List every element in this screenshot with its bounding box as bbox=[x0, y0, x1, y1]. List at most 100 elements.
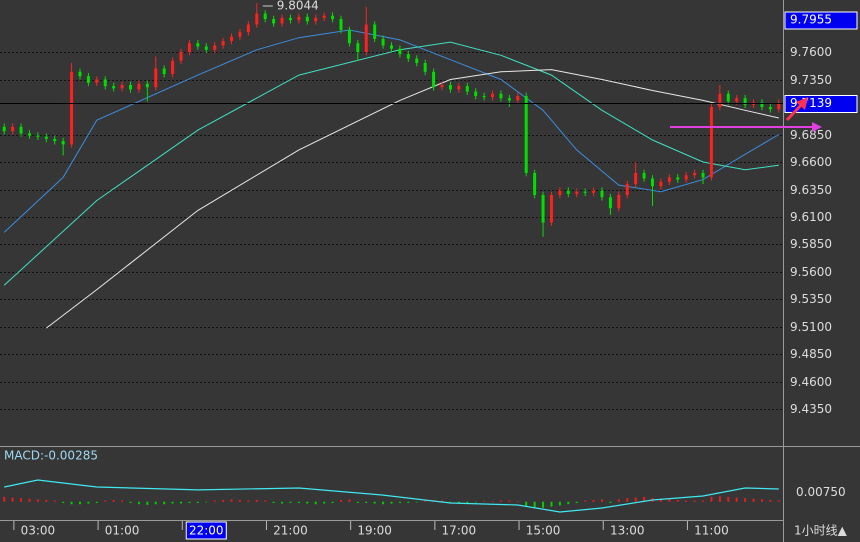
x-tick-label: 21:00 bbox=[273, 524, 308, 538]
macd-bar bbox=[78, 501, 81, 505]
macd-bar bbox=[592, 499, 595, 502]
macd-bar bbox=[255, 499, 258, 502]
y-tick-label: 9.5100 bbox=[790, 320, 832, 334]
candle-body bbox=[2, 126, 6, 132]
candle-body bbox=[78, 71, 82, 77]
candle-body bbox=[651, 178, 654, 187]
candle-body bbox=[768, 107, 772, 110]
candle-body bbox=[19, 126, 23, 134]
macd-bar bbox=[457, 501, 460, 503]
macd-bar bbox=[474, 501, 477, 503]
y-tick-label: 9.6350 bbox=[790, 183, 832, 197]
candle-body bbox=[592, 190, 596, 193]
x-tick-label: 03:00 bbox=[21, 524, 56, 538]
candle-body bbox=[726, 93, 730, 102]
drawn-arrow-head bbox=[812, 122, 822, 132]
macd-bar bbox=[466, 501, 469, 503]
macd-bar bbox=[626, 498, 629, 502]
candle-body bbox=[238, 32, 242, 37]
macd-bar bbox=[70, 501, 73, 505]
candle-body bbox=[583, 191, 587, 193]
candle-body bbox=[305, 16, 309, 22]
candle-body bbox=[693, 173, 697, 176]
macd-bar bbox=[365, 501, 368, 503]
candle-body bbox=[314, 17, 318, 22]
macd-bar bbox=[516, 501, 519, 502]
macd-bar bbox=[407, 501, 410, 503]
macd-bar bbox=[112, 499, 115, 502]
macd-bar bbox=[769, 499, 772, 502]
candle-body bbox=[230, 36, 234, 42]
macd-bar bbox=[752, 498, 755, 502]
candle-body bbox=[541, 195, 545, 223]
macd-bar bbox=[331, 501, 334, 503]
candle-body bbox=[390, 45, 393, 49]
candle-body bbox=[743, 98, 747, 105]
x-tick-label: 17:00 bbox=[442, 524, 477, 538]
macd-bar bbox=[617, 499, 620, 502]
macd-bar bbox=[525, 501, 528, 507]
macd-bar bbox=[744, 498, 747, 502]
macd-bar bbox=[36, 499, 39, 502]
candle-body bbox=[406, 54, 410, 59]
candle-body bbox=[61, 141, 65, 145]
macd-bar bbox=[441, 500, 444, 502]
macd-bar bbox=[306, 501, 309, 504]
peak-label: 9.8044 bbox=[277, 0, 319, 13]
candle-body bbox=[516, 96, 520, 101]
candle-body bbox=[339, 19, 343, 31]
macd-bar bbox=[323, 501, 326, 504]
macd-bar bbox=[600, 499, 603, 502]
candle-body bbox=[667, 177, 671, 182]
macd-bar bbox=[213, 500, 216, 502]
candle-body bbox=[659, 181, 663, 187]
candle-body bbox=[255, 13, 259, 25]
candle-body bbox=[600, 190, 604, 198]
candle-body bbox=[676, 177, 680, 180]
macd-bar bbox=[45, 499, 48, 502]
macd-bar bbox=[121, 500, 124, 502]
candle-body bbox=[507, 98, 511, 101]
candle-body bbox=[322, 15, 326, 18]
y-tick-label: 9.4600 bbox=[790, 375, 832, 389]
candle-body bbox=[53, 138, 57, 142]
candle-body bbox=[398, 48, 402, 55]
macd-bar bbox=[634, 497, 637, 502]
candle-body bbox=[760, 102, 764, 108]
macd-bar bbox=[449, 501, 452, 503]
candle-body bbox=[735, 98, 739, 102]
macd-bar bbox=[180, 501, 183, 504]
x-tick-label: 11:00 bbox=[694, 524, 729, 538]
macd-bar bbox=[373, 501, 376, 504]
macd-label: MACD:-0.00285 bbox=[4, 449, 98, 463]
candle-body bbox=[297, 16, 301, 21]
candle-body bbox=[86, 76, 90, 83]
macd-bar bbox=[702, 500, 705, 502]
candle-body bbox=[288, 17, 292, 21]
candle-body bbox=[533, 173, 537, 196]
candle-body bbox=[491, 93, 495, 98]
macd-bar bbox=[499, 500, 502, 502]
candle-body bbox=[457, 86, 461, 90]
x-label-highlight bbox=[185, 521, 227, 540]
macd-line bbox=[4, 479, 779, 513]
macd-bar bbox=[53, 500, 56, 502]
drawn-arrow bbox=[785, 102, 804, 122]
y-tick-label: 9.5350 bbox=[790, 292, 832, 306]
y-tick-label: 9.4850 bbox=[790, 347, 832, 361]
candle-body bbox=[608, 197, 612, 209]
candle-body bbox=[221, 41, 225, 46]
candle-body bbox=[137, 83, 141, 90]
candle-body bbox=[373, 24, 377, 39]
candle-body bbox=[423, 63, 427, 72]
top-price-label: 9.7955 bbox=[790, 13, 832, 27]
moving-average bbox=[3, 41, 779, 286]
macd-bar bbox=[710, 496, 713, 502]
macd-bar bbox=[575, 501, 578, 503]
macd-bar bbox=[777, 500, 780, 502]
candle-body bbox=[684, 175, 688, 180]
candle-body bbox=[112, 86, 116, 89]
macd-bar bbox=[20, 498, 23, 502]
